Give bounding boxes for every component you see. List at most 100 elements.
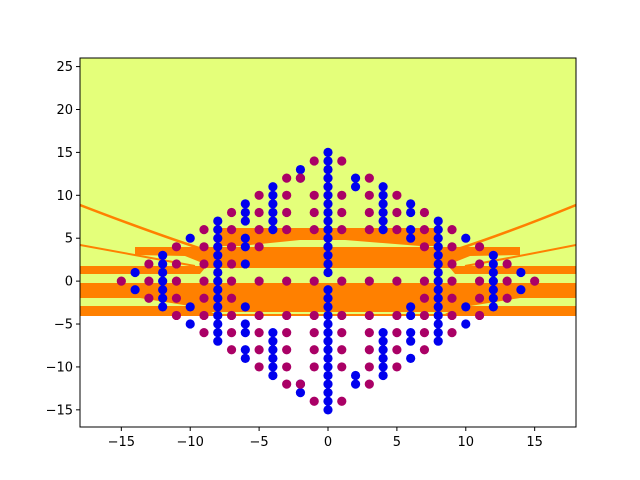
y-tick-label: −10 <box>46 360 73 375</box>
series-1-point-42 <box>309 225 319 235</box>
series-1-point-58 <box>171 242 182 252</box>
series-0-point-133 <box>130 285 140 295</box>
series-1-point-49 <box>226 328 237 338</box>
series-0-point-111 <box>433 336 443 346</box>
series-0-point-57 <box>378 336 388 346</box>
series-0-point-3 <box>323 173 333 183</box>
x-tick-label: 5 <box>393 435 401 450</box>
series-1-point-26 <box>337 207 347 218</box>
series-0-point-50 <box>378 182 388 192</box>
series-0-point-24 <box>323 362 333 372</box>
series-0-point-128 <box>488 276 498 286</box>
series-0-point-20 <box>323 328 333 338</box>
series-0-point-65 <box>240 233 250 243</box>
series-0-point-109 <box>433 319 443 329</box>
series-1-point-2 <box>309 396 319 406</box>
series-0-point-102 <box>433 259 443 269</box>
series-1-point-65 <box>171 310 182 321</box>
y-tick-label: 10 <box>56 189 73 204</box>
series-0-point-85 <box>213 242 223 252</box>
series-1-point-66 <box>199 310 209 321</box>
series-1-point-77 <box>144 259 154 269</box>
series-1-point-46 <box>419 225 430 235</box>
series-0-point-110 <box>433 328 443 338</box>
series-0-point-83 <box>213 225 223 235</box>
series-1-point-57 <box>447 328 457 338</box>
series-1-point-104 <box>447 276 457 286</box>
series-0-point-12 <box>323 250 333 260</box>
series-0-point-2 <box>323 164 333 175</box>
series-1-point-93 <box>144 276 154 286</box>
series-0-point-70 <box>240 328 250 338</box>
series-1-point-78 <box>171 259 182 269</box>
series-1-point-9 <box>364 379 374 389</box>
series-0-point-62 <box>240 199 250 209</box>
series-1-point-81 <box>447 259 457 269</box>
series-1-point-75 <box>447 310 457 321</box>
y-tick-label: 0 <box>65 275 73 290</box>
series-1-point-82 <box>474 259 485 269</box>
series-0-point-84 <box>213 233 223 243</box>
series-1-point-39 <box>226 225 237 235</box>
series-1-point-101 <box>364 276 374 286</box>
series-0-point-61 <box>378 370 388 381</box>
series-0-point-13 <box>323 259 333 269</box>
series-1-point-18 <box>309 362 319 372</box>
series-0-point-75 <box>406 225 416 235</box>
series-0-point-126 <box>488 259 498 269</box>
series-1-point-4 <box>282 173 292 183</box>
series-0-point-71 <box>240 345 250 355</box>
series-1-point-63 <box>447 242 457 252</box>
series-0-point-97 <box>433 216 443 226</box>
series-0-point-117 <box>461 319 471 329</box>
series-0-point-43 <box>268 225 278 235</box>
series-1-point-12 <box>309 190 319 200</box>
series-1-point-20 <box>364 362 374 372</box>
series-1-point-16 <box>254 362 264 372</box>
x-tick-label: 0 <box>324 435 332 450</box>
series-1-point-25 <box>309 207 319 218</box>
series-1-point-107 <box>530 276 540 286</box>
series-1-point-98 <box>282 276 292 286</box>
series-0-point-25 <box>323 370 333 381</box>
series-0-point-96 <box>213 336 223 346</box>
series-0-point-21 <box>323 336 333 346</box>
series-1-point-79 <box>199 259 209 269</box>
series-0-point-33 <box>295 388 306 398</box>
series-0-point-41 <box>268 207 278 218</box>
series-0-point-29 <box>323 405 333 415</box>
series-0-point-60 <box>378 362 388 372</box>
x-tick-label: −15 <box>108 435 135 450</box>
series-0-point-56 <box>378 328 388 338</box>
series-0-point-54 <box>378 216 388 226</box>
series-1-point-72 <box>364 310 374 321</box>
series-0-point-14 <box>323 267 333 278</box>
series-1-point-96 <box>226 276 237 286</box>
series-0-point-17 <box>323 302 333 312</box>
series-1-point-48 <box>199 328 209 338</box>
series-0-point-101 <box>433 250 443 260</box>
series-1-point-33 <box>309 345 319 355</box>
series-0-point-45 <box>268 336 278 346</box>
series-1-point-64 <box>474 242 485 252</box>
series-0-point-74 <box>406 207 416 218</box>
series-0-point-18 <box>323 310 333 321</box>
series-1-point-92 <box>116 276 126 286</box>
series-0-point-125 <box>488 250 498 260</box>
series-0-point-59 <box>378 353 388 363</box>
series-0-point-16 <box>323 293 333 303</box>
series-0-point-73 <box>406 199 416 209</box>
series-0-point-90 <box>213 285 223 295</box>
series-1-point-36 <box>392 345 402 355</box>
series-1-point-29 <box>419 207 430 218</box>
series-0-point-4 <box>323 182 333 192</box>
series-0-point-116 <box>461 302 471 312</box>
series-0-point-26 <box>323 379 333 389</box>
series-0-point-28 <box>323 396 333 406</box>
series-0-point-80 <box>406 336 416 346</box>
series-0-point-77 <box>406 302 416 312</box>
series-1-point-60 <box>226 242 237 252</box>
series-0-point-82 <box>213 216 223 226</box>
series-1-point-47 <box>447 225 457 235</box>
series-1-point-22 <box>226 207 237 218</box>
